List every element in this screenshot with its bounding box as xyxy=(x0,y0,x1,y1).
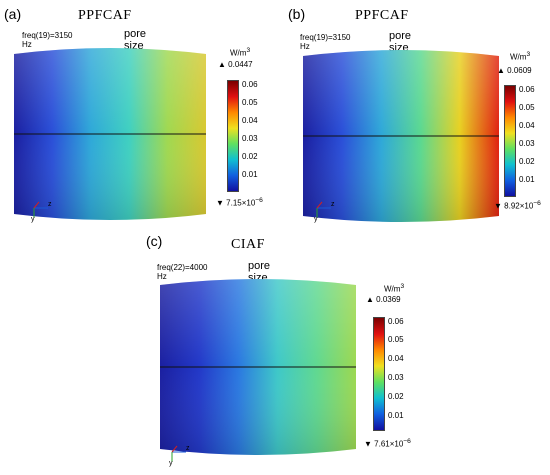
panel-title: PPFCAF xyxy=(355,8,409,23)
legend-tick: 0.06 xyxy=(519,85,535,94)
frequency-label: freq(19)=3150 Hz xyxy=(22,31,73,49)
color-legend-bar xyxy=(504,85,516,197)
unit-label: W/m3 xyxy=(384,283,405,294)
panel-title: PPFCAF xyxy=(78,8,132,23)
panel-title: CIAF xyxy=(231,237,265,252)
axis-z-label: z xyxy=(186,445,190,452)
unit-label: W/m3 xyxy=(510,51,531,62)
cylinder-plot xyxy=(160,279,356,455)
axis-triad xyxy=(168,442,192,469)
legend-tick: 0.05 xyxy=(388,335,404,344)
frequency-label: freq(19)=3150 Hz xyxy=(300,33,351,51)
legend-tick: 0.04 xyxy=(388,354,404,363)
axis-y-label: y xyxy=(314,216,318,223)
legend-tick: 0.03 xyxy=(519,139,535,148)
legend-tick: 0.05 xyxy=(519,103,535,112)
legend-tick: 0.01 xyxy=(519,175,535,184)
legend-tick: 0.02 xyxy=(388,392,404,401)
color-legend-bar xyxy=(227,80,239,192)
legend-tick: 0.04 xyxy=(242,116,258,125)
color-legend-bar xyxy=(373,317,385,431)
panel-label: (c) xyxy=(146,233,163,249)
legend-tick: 0.03 xyxy=(242,134,258,143)
legend-tick: 0.01 xyxy=(388,411,404,420)
legend-tick: 0.02 xyxy=(519,157,535,166)
legend-tick: 0.04 xyxy=(519,121,535,130)
axis-triad xyxy=(30,198,54,225)
min-value: ▼ 7.61×10−6 xyxy=(364,438,411,449)
axis-y-label: y xyxy=(31,216,35,223)
panel-label: (a) xyxy=(4,6,22,22)
legend-tick: 0.06 xyxy=(242,80,258,89)
max-value: ▲ 0.0369 xyxy=(366,295,401,304)
cylinder-plot xyxy=(14,48,206,220)
legend-tick: 0.01 xyxy=(242,170,258,179)
axis-y-label: y xyxy=(169,460,173,467)
legend-tick: 0.05 xyxy=(242,98,258,107)
panel-label: (b) xyxy=(288,6,306,22)
legend-tick: 0.03 xyxy=(388,373,404,382)
min-value: ▼ 8.92×10−6 xyxy=(494,200,541,211)
unit-label: W/m3 xyxy=(230,47,251,58)
max-value: ▲ 0.0609 xyxy=(497,66,532,75)
axis-z-label: z xyxy=(331,201,335,208)
max-value: ▲ 0.0447 xyxy=(218,60,253,69)
axis-triad xyxy=(313,198,337,225)
min-value: ▼ 7.15×10−6 xyxy=(216,197,263,208)
frequency-label: freq(22)=4000 Hz xyxy=(157,263,208,281)
legend-tick: 0.06 xyxy=(388,317,404,326)
cylinder-plot xyxy=(303,50,499,222)
legend-tick: 0.02 xyxy=(242,152,258,161)
axis-z-label: z xyxy=(48,201,52,208)
